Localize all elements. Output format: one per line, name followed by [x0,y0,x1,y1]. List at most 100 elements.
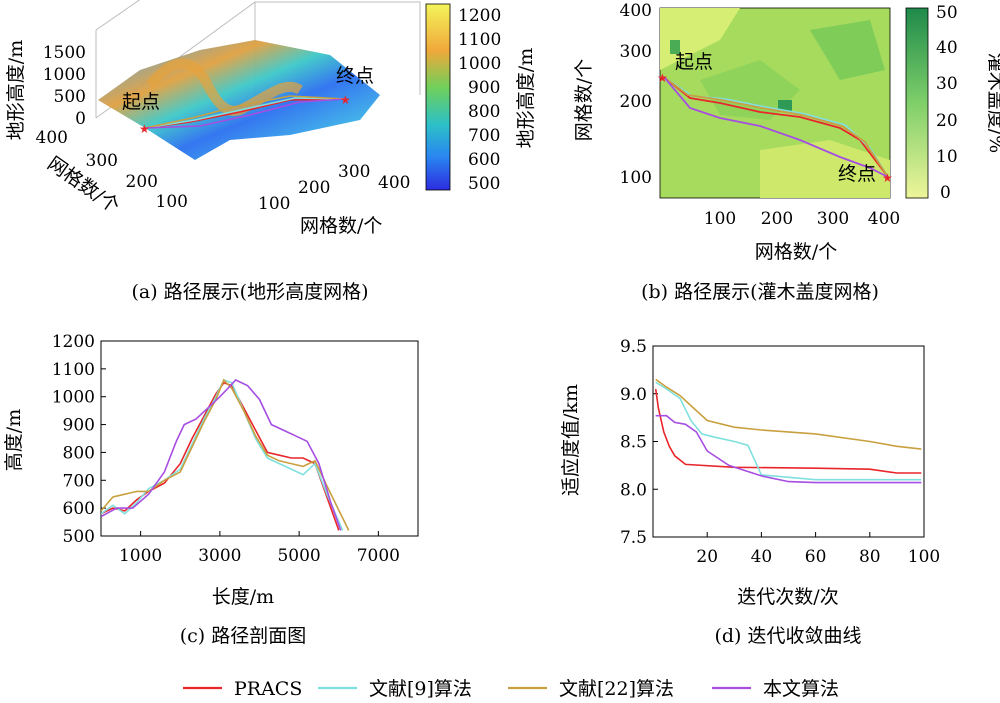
panel-a-end-marker: ★ [340,93,351,107]
panel-a-path-ours [144,98,346,129]
y-tick-label: 700 [63,471,95,491]
panel-b-colorbar [905,7,929,199]
colorbar-tick: 40 [936,38,958,58]
panel-b-patch-light [760,140,890,198]
panel-b-ytick: 200 [620,92,652,112]
panel-d-plot-area [652,345,925,538]
colorbar-tick: 1200 [458,6,501,26]
x-tick-label: 100 [908,547,940,567]
panel-d: 20 40 60 80 100 7.5 8.0 8.5 9.0 9.5 迭代次数/次 适应度值/k… [560,337,940,647]
panel-a-ztick: 0 [75,109,86,129]
panel-a-ytick: 200 [126,172,158,192]
panel-a-xtick: 400 [378,173,410,193]
panel-b-end-label: 终点 [838,163,876,185]
colorbar-tick: 10 [936,147,958,167]
y-tick-label: 500 [63,527,95,547]
y-tick-label: 9.0 [620,385,647,405]
panel-c-xlabel: 长度/m [212,586,274,608]
colorbar-tick: 1100 [458,30,501,50]
panel-b-xticks: 100 200 300 400 [704,209,900,229]
x-tick-label: 5000 [277,546,320,566]
panel-c-lines [101,378,350,531]
panel-a-xtick: 200 [298,178,330,198]
legend-item-pracs: PRACS [183,678,302,700]
panel-a-paths [144,95,346,129]
colorbar-tick: 700 [468,126,500,146]
series-line-本文算法 [101,379,342,531]
series-line-PRACS [654,388,922,474]
panel-a-ztick: 1500 [43,43,86,63]
panel-b-colorbar-label: 灌木盖度/% [985,53,1000,153]
series-line-文献[9]算法 [101,379,344,531]
panel-c-ylabel: 高度/m [3,409,25,471]
y-tick-label: 900 [63,416,95,436]
y-tick-label: 8.5 [620,433,647,453]
panel-b-end-marker: ★ [882,171,893,185]
legend-label: PRACS [234,678,302,699]
panel-b-patch-light [660,8,740,70]
panel-a-xtick: 300 [338,162,370,182]
terrain-ridge [146,58,303,116]
x-tick-label: 80 [859,547,881,567]
series-line-本文算法 [655,414,922,484]
x-tick-label: 60 [805,547,827,567]
colorbar-tick: 30 [936,74,958,94]
panel-d-xlabel: 迭代次数/次 [737,586,838,608]
panel-b-xtick: 100 [704,209,736,229]
y-tick-label: 1100 [52,360,95,380]
colorbar-tick: 800 [468,102,500,122]
legend-label: 本文算法 [763,678,839,699]
panel-d-caption: (d) 迭代收敛曲线 [714,625,861,647]
panel-a-ztick: 500 [54,87,86,107]
series-line-文献[9]算法 [655,381,922,481]
x-tick-label: 7000 [357,546,400,566]
legend-item-ref22: 文献[22]算法 [508,678,674,700]
panel-d-ylabel: 适应度值/km [560,384,582,496]
panel-a-xlabel: 网格数/个 [300,215,382,237]
panel-b-xlabel: 网格数/个 [755,241,837,263]
panel-a-caption: (a) 路径展示(地形高度网格) [131,281,368,303]
series-line-PRACS [101,381,340,531]
y-tick-label: 1200 [52,332,95,352]
panel-a-ytick: 400 [36,128,68,148]
colorbar-tick: 600 [468,150,500,170]
panel-a-end-label: 终点 [336,65,374,87]
panel-a-xtick: 100 [258,194,290,214]
panel-a-ztick: 1000 [43,65,86,85]
panel-a-colorbar [425,3,451,191]
legend-label: 文献[22]算法 [559,678,674,699]
panel-b-ytick: 400 [620,1,652,21]
legend-item-ours: 本文算法 [712,678,839,700]
y-tick-label: 600 [63,499,95,519]
y-tick-label: 7.5 [620,528,647,548]
panel-b-patch-dark [810,20,885,80]
panel-b-xtick: 300 [817,209,849,229]
colorbar-tick: 900 [468,78,500,98]
panel-a-start-marker: ★ [139,122,150,136]
panel-d-ticks: 20 40 60 80 100 7.5 8.0 8.5 9.0 9.5 [620,337,940,567]
panel-b-path-pracs [663,76,889,178]
panel-a-colorbar-ticks: 1200 1100 1000 900 800 700 600 500 [458,6,501,194]
panel-c-caption: (c) 路径剖面图 [180,625,307,647]
panel-a-path-ref9 [144,97,346,129]
colorbar-tick: 500 [468,174,500,194]
panel-b-caption: (b) 路径展示(灌木盖度网格) [641,281,879,303]
panel-c-plot-area [100,340,419,537]
colorbar-tick: 1000 [458,54,501,74]
x-tick-label: 40 [751,547,773,567]
series-line-文献[22]算法 [655,378,922,450]
legend: PRACS 文献[9]算法 文献[22]算法 本文算法 [183,678,839,700]
panel-b-path-ours [663,76,889,178]
panel-a: ★ ★ 起点 终点 0 500 1000 1500 地形高度/m 400 300… [5,0,537,303]
y-tick-label: 1000 [52,388,95,408]
legend-item-ref9: 文献[9]算法 [318,678,472,700]
panel-d-lines [654,378,922,484]
panel-a-colorbar-label: 地形高度/m [515,48,537,148]
x-tick-label: 20 [696,547,718,567]
panel-a-ytick: 100 [156,192,188,212]
x-tick-label: 1000 [119,546,162,566]
series-line-文献[22]算法 [101,378,350,531]
panel-b-start-marker: ★ [657,71,668,85]
y-tick-label: 800 [63,443,95,463]
